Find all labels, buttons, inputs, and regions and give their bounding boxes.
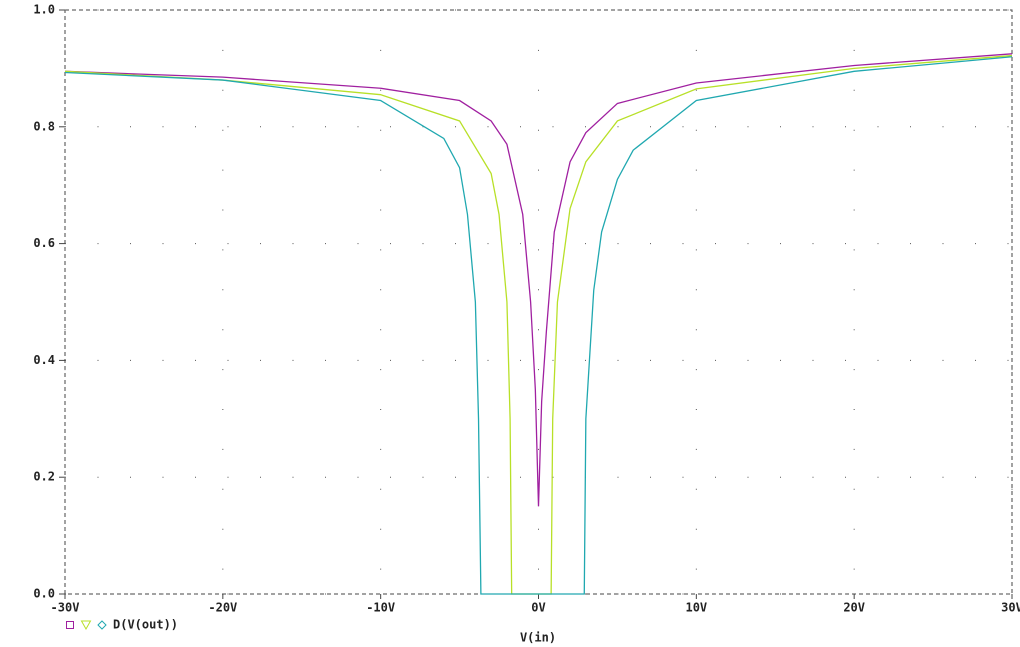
series-line <box>64 53 1013 507</box>
x-axis-label: V(in) <box>520 631 556 645</box>
y-tick-label: 0.8 <box>33 119 55 133</box>
legend-label: D(V(out)) <box>113 618 178 632</box>
legend-marker <box>80 620 92 631</box>
y-tick-label: 1.0 <box>33 3 55 17</box>
y-tick-label: 0.6 <box>33 236 55 250</box>
x-tick-label: 30V <box>1001 601 1020 615</box>
x-tick-label: 20V <box>843 601 865 615</box>
x-tick-label: -30V <box>51 601 80 615</box>
x-tick-label: -10V <box>366 601 395 615</box>
y-tick-label: 0.4 <box>33 353 55 367</box>
legend-marker <box>66 621 74 629</box>
series-line <box>64 56 1013 595</box>
x-tick-label: 0V <box>531 601 545 615</box>
y-tick-label: 0.2 <box>33 470 55 484</box>
legend-marker <box>97 620 107 630</box>
series-line <box>64 54 1013 595</box>
y-tick-label: 0.0 <box>33 587 55 601</box>
x-tick-label: -20V <box>208 601 237 615</box>
x-tick-label: 10V <box>685 601 707 615</box>
